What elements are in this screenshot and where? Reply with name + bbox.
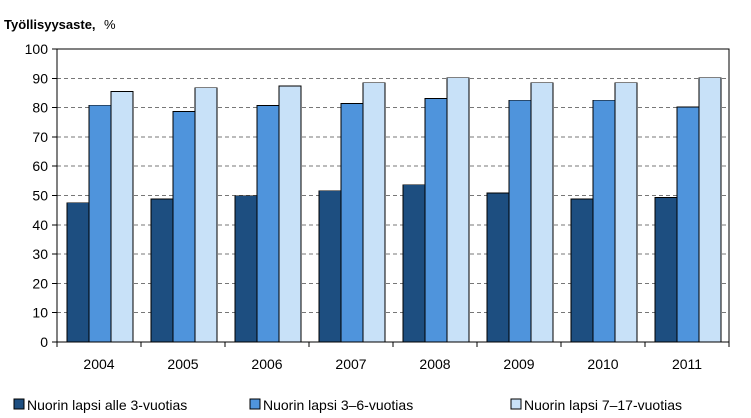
bar — [66, 202, 90, 343]
x-tick-label: 2007 — [335, 356, 366, 372]
y-tick-label: 20 — [32, 275, 48, 291]
x-tick-label: 2011 — [672, 356, 702, 372]
bar — [508, 99, 532, 343]
x-tick-label: 2010 — [587, 356, 618, 372]
chart-title: Työllisyysaste, % — [4, 16, 116, 33]
legend: Nuorin lapsi alle 3-vuotias Nuorin lapsi … — [13, 397, 682, 413]
bar — [530, 82, 554, 343]
bar — [362, 82, 386, 343]
legend-swatch — [510, 398, 522, 410]
y-tick-label: 30 — [32, 246, 48, 262]
bar — [110, 91, 134, 343]
bar — [340, 103, 364, 343]
y-tick-label: 80 — [32, 100, 48, 116]
bar — [318, 190, 342, 343]
legend-label: Nuorin lapsi 7–17-vuotias — [524, 397, 682, 413]
bar — [194, 87, 218, 343]
bar — [446, 77, 470, 343]
bar — [150, 198, 174, 343]
legend-swatch — [249, 398, 261, 410]
bar — [676, 106, 700, 343]
bar — [654, 197, 678, 343]
x-tick-label: 2009 — [503, 356, 534, 372]
y-tick-label: 70 — [32, 129, 48, 145]
bar — [614, 82, 638, 343]
bar — [256, 105, 280, 343]
y-tick-label: 40 — [32, 217, 48, 233]
y-tick-label: 10 — [32, 305, 48, 321]
legend-label: Nuorin lapsi 3–6-vuotias — [263, 397, 413, 413]
y-tick-label: 0 — [40, 334, 48, 350]
bar — [234, 195, 258, 343]
x-tick-label: 2008 — [419, 356, 450, 372]
y-tick-label: 60 — [32, 158, 48, 174]
y-tick-label: 90 — [32, 70, 48, 86]
bar — [402, 184, 426, 343]
legend-swatch — [13, 398, 25, 410]
legend-label: Nuorin lapsi alle 3-vuotias — [27, 397, 187, 413]
bar — [88, 104, 112, 343]
x-tick-label: 2005 — [167, 356, 198, 372]
bar — [592, 99, 616, 343]
y-tick-label: 100 — [25, 41, 49, 57]
bar — [424, 98, 448, 343]
bar — [278, 85, 302, 343]
bar — [698, 77, 722, 343]
bar — [172, 111, 196, 343]
x-tick-label: 2004 — [83, 356, 114, 372]
bar — [486, 192, 510, 343]
bar — [570, 198, 594, 343]
y-tick-label: 50 — [32, 188, 48, 204]
plot-border — [56, 48, 730, 343]
plot-area: 0 10 20 30 40 50 60 70 80 90 100 2004 2005 2006 2007 20… — [25, 41, 730, 372]
x-tick-label: 2006 — [251, 356, 282, 372]
